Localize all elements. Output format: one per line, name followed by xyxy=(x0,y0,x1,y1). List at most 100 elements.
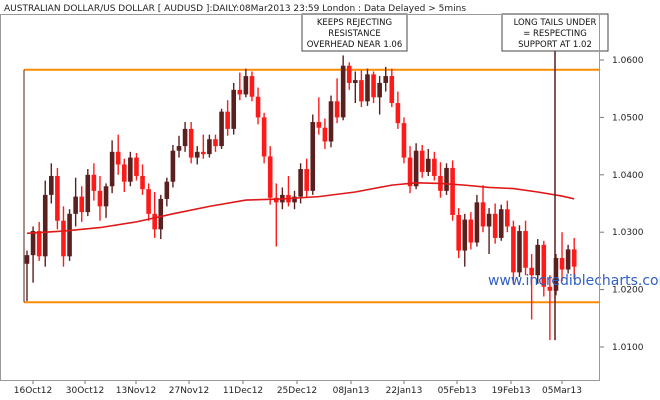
annotation-text: LONG TAILS UNDER xyxy=(514,18,597,28)
annotation-box xyxy=(501,13,609,52)
candle-body xyxy=(225,111,230,129)
candle-body xyxy=(146,189,151,214)
candle-body xyxy=(67,213,72,257)
candle-body xyxy=(492,213,498,238)
candle-body xyxy=(365,74,370,102)
candle-body xyxy=(413,150,419,187)
candle-body xyxy=(462,219,468,251)
candle-body xyxy=(261,117,267,157)
candle-body xyxy=(194,151,200,158)
candle-body xyxy=(115,151,121,165)
x-tick-label: 30Oct12 xyxy=(66,386,104,396)
candlesticks xyxy=(24,55,577,341)
candle-body xyxy=(176,146,182,151)
candle-body xyxy=(292,196,297,203)
annotation-text: KEEPS REJECTING xyxy=(317,18,392,28)
watermark: www.incrediblecharts.com xyxy=(488,273,660,289)
candle-body xyxy=(571,249,577,267)
chart-title: AUSTRALIAN DOLLAR/US DOLLAR [ AUDUSD ]:D… xyxy=(4,4,466,14)
x-tick-label: 05Mar13 xyxy=(542,386,582,396)
candle-body xyxy=(359,80,364,102)
candle-body xyxy=(322,127,328,142)
candle-body xyxy=(468,219,474,243)
candle-body xyxy=(249,76,255,97)
candle-body xyxy=(444,167,449,191)
candle-body xyxy=(432,158,437,176)
candle-body xyxy=(30,231,36,256)
moving-average-line xyxy=(26,182,575,235)
candle-body xyxy=(207,139,212,155)
support-resistance-levels xyxy=(23,68,600,304)
annotation-text: RESISTANCE xyxy=(328,29,381,39)
x-tick-label: 11Dec12 xyxy=(223,386,263,396)
candle-body xyxy=(237,89,243,95)
candle-body xyxy=(109,151,115,187)
candle-body xyxy=(517,231,522,273)
y-tick-label: 1.0400 xyxy=(612,171,644,181)
x-tick-label: 19Feb13 xyxy=(492,386,531,396)
candle-body xyxy=(328,101,334,142)
candle-body xyxy=(407,157,413,187)
candle-body xyxy=(316,121,322,128)
candle-body xyxy=(425,158,431,172)
candle-body xyxy=(377,82,382,98)
candle-body xyxy=(559,258,565,270)
y-tick-label: 1.0600 xyxy=(612,56,644,66)
candle-body xyxy=(134,157,139,176)
candle-body xyxy=(164,181,170,199)
candle-body xyxy=(553,258,559,291)
candle-body xyxy=(565,249,571,270)
y-axis: 1.0100 1.0200 1.0300 1.0400 1.0500 1.0600 xyxy=(600,56,644,353)
candle-body xyxy=(170,150,176,182)
candle-body xyxy=(419,150,425,172)
candle-body xyxy=(480,202,486,227)
x-tick-label: 22Jan13 xyxy=(386,386,423,396)
candle-body xyxy=(121,164,127,182)
candle-body xyxy=(395,103,401,124)
candle-body xyxy=(49,175,54,195)
candle-body xyxy=(456,214,461,251)
x-tick-label: 27Nov12 xyxy=(169,386,209,396)
candle-body xyxy=(535,244,541,276)
candle-body xyxy=(383,76,389,83)
candle-body xyxy=(267,156,273,198)
x-tick-label: 05Feb13 xyxy=(438,386,477,396)
plot-frame xyxy=(0,14,600,381)
x-tick-label: 16Oct12 xyxy=(14,386,52,396)
y-tick-label: 1.0500 xyxy=(612,113,644,123)
moving-average xyxy=(26,182,575,235)
candle-body xyxy=(188,128,194,158)
annotation-text: SUPPORT AT 1.02 xyxy=(518,40,592,50)
candle-body xyxy=(334,101,340,118)
x-tick-label: 25Dec12 xyxy=(277,386,317,396)
candle-body xyxy=(371,74,376,98)
candle-body xyxy=(219,111,224,147)
x-tick-label: 13Nov12 xyxy=(116,386,156,396)
candle-body xyxy=(389,76,395,104)
candle-body xyxy=(255,96,261,118)
candle-body xyxy=(91,174,97,191)
candle-body xyxy=(474,202,480,243)
candle-body xyxy=(310,121,316,191)
candle-body xyxy=(182,128,188,147)
candle-body xyxy=(450,167,455,215)
candle-body xyxy=(128,157,133,182)
candle-body xyxy=(61,220,66,257)
annotation-text: = RESPECTING xyxy=(523,29,587,39)
candle-body xyxy=(298,169,303,197)
candle-body xyxy=(152,213,157,230)
annotation-text: OVERHEAD NEAR 1.06 xyxy=(307,40,403,50)
candle-body xyxy=(505,209,510,227)
candle-body xyxy=(304,169,309,191)
candle-body xyxy=(273,197,279,203)
candle-body xyxy=(231,89,237,129)
candle-body xyxy=(486,213,492,227)
candle-body xyxy=(523,231,528,268)
candle-body xyxy=(547,286,553,291)
candle-body xyxy=(201,151,206,155)
y-tick-label: 1.0100 xyxy=(612,343,644,353)
candle-body xyxy=(213,139,218,147)
candle-body xyxy=(97,190,103,207)
candle-body xyxy=(36,231,42,257)
